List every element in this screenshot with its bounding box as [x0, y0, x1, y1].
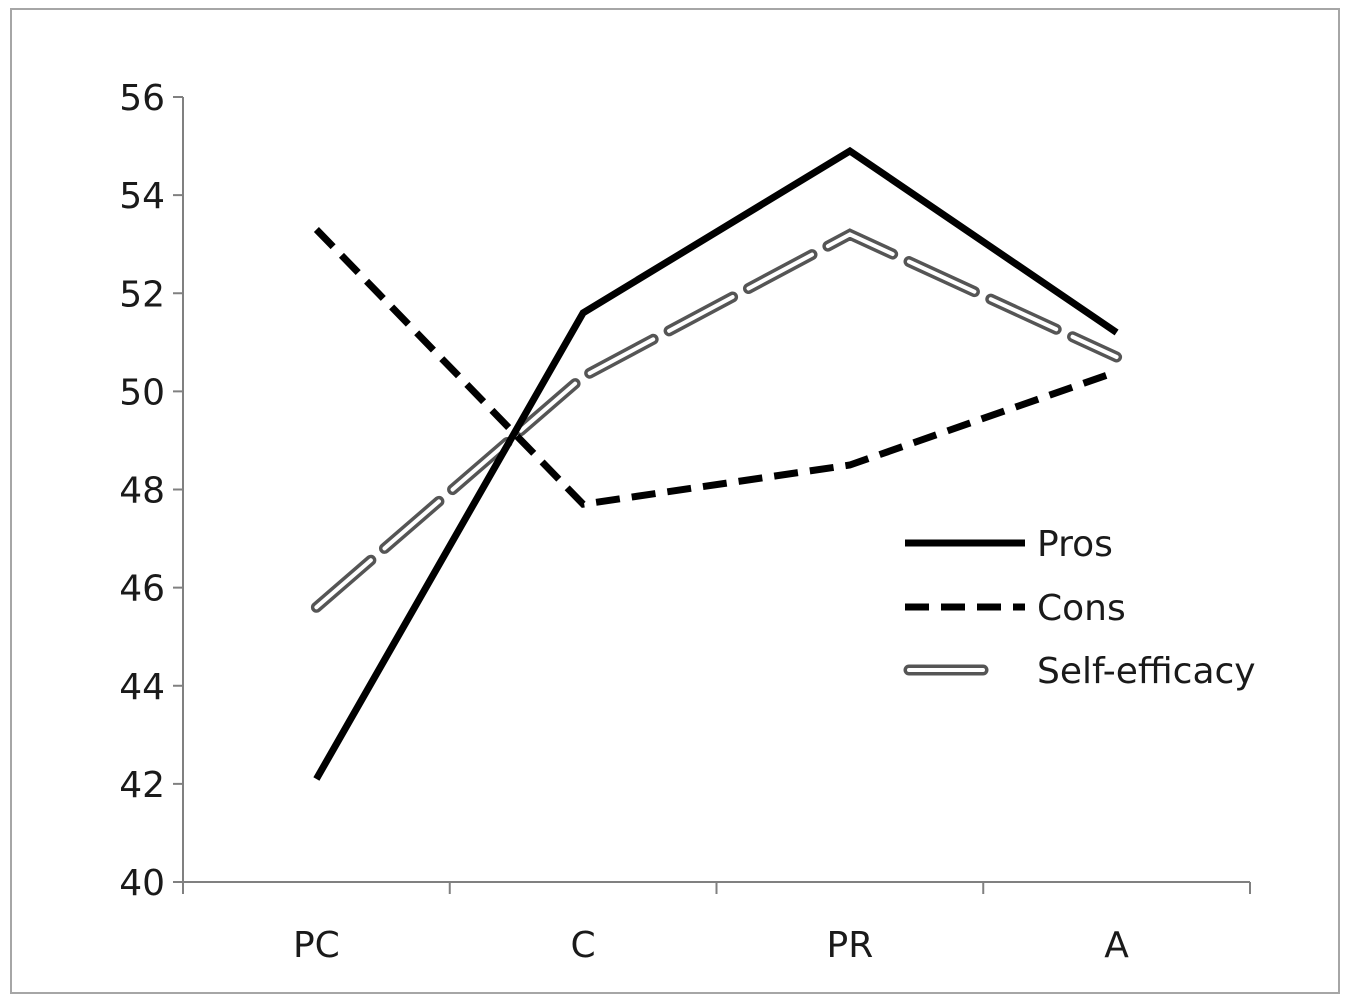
legend-label-self-efficacy: Self-efficacy — [1037, 651, 1256, 692]
series-self-efficacy-line — [310, 228, 1123, 613]
chart-frame — [10, 8, 1340, 994]
y-ticks: 40 42 44 46 48 50 52 54 56 — [119, 78, 183, 904]
y-tick-label: 56 — [119, 78, 165, 119]
legend-label-pros: Pros — [1037, 524, 1113, 565]
series-self-efficacy-outline — [310, 228, 1123, 613]
x-tick-label: PR — [827, 925, 874, 966]
y-tick-label: 54 — [119, 176, 165, 217]
y-tick-label: 40 — [119, 863, 165, 904]
series-cons-line — [313, 227, 1118, 508]
series-pros-line — [313, 146, 1119, 781]
y-tick-label: 50 — [119, 372, 165, 413]
y-tick-label: 46 — [119, 569, 165, 610]
x-tick-label: PC — [293, 925, 340, 966]
y-tick-label: 48 — [119, 471, 165, 512]
y-tick-label: 44 — [119, 667, 165, 708]
x-tick-label: A — [1104, 925, 1129, 966]
legend: Pros Cons Self-efficacy — [903, 524, 1256, 692]
legend-label-cons: Cons — [1037, 588, 1126, 629]
x-ticks: PC C PR A — [182, 882, 1251, 966]
series-self-efficacy-core — [314, 232, 1119, 610]
y-tick-label: 52 — [119, 274, 165, 315]
x-tick-label: C — [571, 925, 596, 966]
series-layer — [310, 146, 1123, 781]
y-tick-label: 42 — [119, 765, 165, 806]
